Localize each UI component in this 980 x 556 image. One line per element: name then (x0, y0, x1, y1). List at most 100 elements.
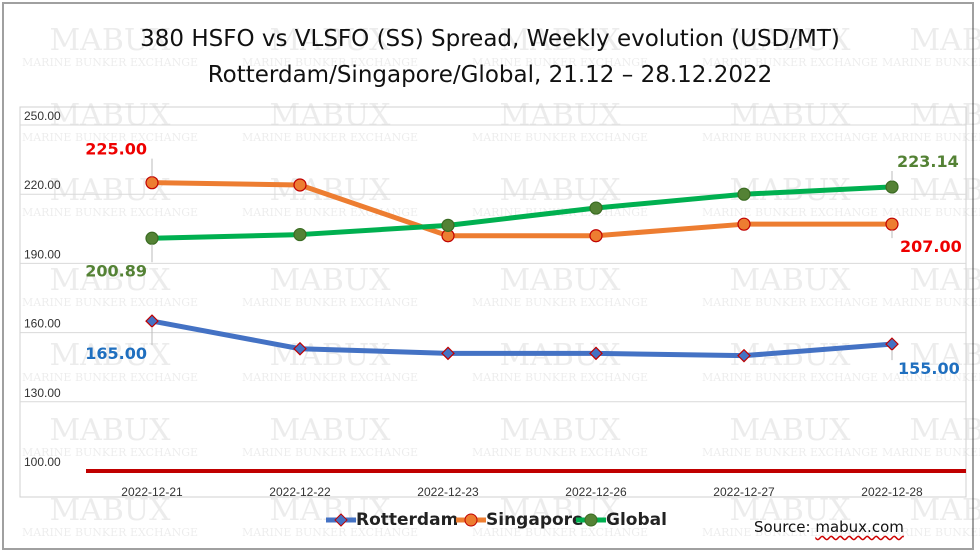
watermark-main: MABUX (269, 23, 391, 58)
watermark-main: MABUX (909, 173, 980, 208)
watermark-main: MABUX (499, 263, 621, 298)
source-note: Source: mabux.com (754, 518, 904, 536)
y-tick-label: 190.00 (24, 247, 61, 261)
watermark-sub: MARINE BUNKER EXCHANGE (22, 56, 198, 69)
watermark-sub: MARINE BUNKER EXCHANGE (242, 56, 418, 69)
y-tick-label: 250.00 (24, 109, 61, 123)
watermark-main: MABUX (729, 23, 851, 58)
watermark-sub: MARINE BUNKER EXCHANGE (22, 446, 198, 459)
data-point-rotterdam (737, 348, 751, 363)
data-point-global (589, 201, 603, 215)
watermark-sub: MARINE BUNKER EXCHANGE (702, 371, 878, 384)
legend-swatch-singapore (456, 513, 486, 527)
source-link: mabux.com (815, 518, 904, 536)
y-tick-label: 130.00 (24, 386, 61, 400)
data-label-rotterdam: 165.00 (85, 344, 147, 363)
watermark-sub: MARINE BUNKER EXCHANGE (882, 56, 980, 69)
watermark-main: MABUX (909, 98, 980, 133)
watermark-main: MABUX (909, 413, 980, 448)
watermark-sub: MARINE BUNKER EXCHANGE (242, 296, 418, 309)
watermark-main: MABUX (269, 173, 391, 208)
watermark-main: MABUX (499, 23, 621, 58)
watermark-main: MABUX (729, 413, 851, 448)
watermark-sub: MARINE BUNKER EXCHANGE (882, 131, 980, 144)
watermark-sub: MARINE BUNKER EXCHANGE (472, 526, 648, 539)
data-label-global: 223.14 (897, 152, 959, 171)
watermark-main: MABUX (49, 413, 171, 448)
data-point-rotterdam (145, 314, 159, 328)
watermark-sub: MARINE BUNKER EXCHANGE (702, 446, 878, 459)
watermark-sub: MARINE BUNKER EXCHANGE (702, 206, 878, 219)
x-tick-label: 2022-12-28 (861, 485, 923, 499)
watermark-sub: MARINE BUNKER EXCHANGE (242, 371, 418, 384)
watermark-sub: MARINE BUNKER EXCHANGE (242, 446, 418, 459)
watermark-main: MABUX (49, 338, 171, 373)
y-tick-label: 220.00 (24, 178, 61, 192)
data-label-singapore: 225.00 (85, 140, 147, 159)
legend-label: Rotterdam (356, 510, 459, 530)
data-point-global (293, 227, 307, 242)
data-label-rotterdam: 155.00 (898, 359, 960, 378)
x-tick-label: 2022-12-22 (269, 485, 331, 499)
watermark-main: MABUX (909, 263, 980, 298)
watermark-sub: MARINE BUNKER EXCHANGE (702, 56, 878, 69)
watermark-sub: MARINE BUNKER EXCHANGE (882, 526, 980, 539)
watermark-main: MABUX (729, 98, 851, 133)
watermark-main: MABUX (49, 263, 171, 298)
data-point-singapore (885, 217, 899, 231)
watermark-sub: MARINE BUNKER EXCHANGE (472, 446, 648, 459)
x-tick-label: 2022-12-21 (121, 485, 183, 499)
watermark-main: MABUX (729, 493, 851, 528)
data-point-global (145, 231, 159, 245)
x-tick-label: 2022-12-27 (713, 485, 775, 499)
data-point-global (441, 218, 455, 232)
watermark-sub: MARINE BUNKER EXCHANGE (882, 296, 980, 309)
data-point-rotterdam (293, 341, 307, 356)
watermark-main: MABUX (729, 263, 851, 298)
watermark-sub: MARINE BUNKER EXCHANGE (22, 296, 198, 309)
watermark-sub: MARINE BUNKER EXCHANGE (22, 371, 198, 384)
watermark-main: MABUX (909, 338, 980, 373)
data-point-singapore (293, 178, 307, 192)
watermark-main: MABUX (269, 338, 391, 373)
data-label-global: 200.89 (85, 261, 147, 280)
watermark-main: MABUX (49, 23, 171, 58)
watermark-sub: MARINE BUNKER EXCHANGE (242, 526, 418, 539)
watermark-sub: MARINE BUNKER EXCHANGE (22, 206, 198, 219)
watermark-sub: MARINE BUNKER EXCHANGE (702, 526, 878, 539)
x-tick-label: 2022-12-23 (417, 485, 479, 499)
watermark-sub: MARINE BUNKER EXCHANGE (242, 131, 418, 144)
data-point-rotterdam (441, 346, 455, 361)
watermark-sub: MARINE BUNKER EXCHANGE (472, 56, 648, 69)
watermark-main: MABUX (49, 98, 171, 133)
watermark-sub: MARINE BUNKER EXCHANGE (472, 371, 648, 384)
data-point-global (885, 180, 899, 194)
legend-label: Singapore (486, 510, 584, 530)
watermark-sub: MARINE BUNKER EXCHANGE (882, 371, 980, 384)
watermark-main: MABUX (499, 173, 621, 208)
chart-title-line2: Rotterdam/Singapore/Global, 21.12 – 28.1… (207, 62, 773, 88)
watermark-sub: MARINE BUNKER EXCHANGE (472, 131, 648, 144)
y-tick-label: 100.00 (24, 455, 61, 469)
series-line-rotterdam (149, 318, 895, 359)
watermark-sub: MARINE BUNKER EXCHANGE (702, 296, 878, 309)
y-tick-label: 160.00 (24, 317, 61, 331)
legend-swatch-global (576, 513, 606, 527)
watermark-main: MABUX (909, 493, 980, 528)
watermark-main: MABUX (269, 98, 391, 133)
chart-title-line1: 380 HSFO vs VLSFO (SS) Spread, Weekly ev… (140, 26, 840, 52)
data-point-singapore (589, 229, 603, 243)
watermark-sub: MARINE BUNKER EXCHANGE (472, 296, 648, 309)
legend-label: Global (606, 510, 667, 530)
watermark-sub: MARINE BUNKER EXCHANGE (882, 206, 980, 219)
watermark-main: MABUX (499, 413, 621, 448)
data-point-rotterdam (885, 337, 899, 351)
legend-swatch-rotterdam (326, 513, 356, 527)
watermark-sub: MARINE BUNKER EXCHANGE (702, 131, 878, 144)
data-point-singapore (737, 217, 751, 231)
watermark-main: MABUX (269, 263, 391, 298)
data-point-rotterdam (589, 346, 603, 361)
x-tick-label: 2022-12-26 (565, 485, 627, 499)
